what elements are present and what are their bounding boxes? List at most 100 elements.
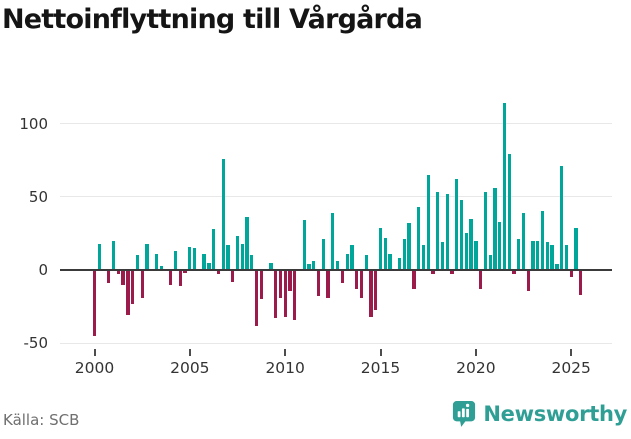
bar-2022Q1 [512,270,516,275]
bar-2002Q1 [130,270,135,304]
bar-2005Q2 [192,248,197,270]
bar-2024Q3 [560,165,564,270]
bar-2018Q3 [445,193,449,270]
bar-2003Q2 [154,253,159,270]
bar-2002Q4 [145,243,149,270]
bar-2005Q4 [202,253,206,270]
bar-2020Q4 [488,255,492,270]
bar-2002Q3 [140,270,144,298]
bar-2019Q1 [455,179,459,270]
bar-2020Q2 [478,270,483,290]
bar-2016Q4 [412,270,416,290]
bar-2005Q1 [188,246,192,270]
bar-2025Q2 [574,227,578,270]
bar-2024Q2 [555,264,559,270]
bar-2010Q2 [288,270,292,291]
bar-2012Q2 [326,270,330,298]
bar-2013Q1 [340,270,345,284]
bar-2020Q1 [474,240,478,270]
bar-2009Q4 [278,270,283,298]
x-tick-2005 [188,349,191,356]
bar-2021Q3 [502,102,507,270]
chart-title: Nettoinflyttning till Vårgårda [2,4,423,35]
bar-2008Q3 [254,270,259,326]
bar-2023Q2 [536,240,540,270]
bar-2004Q1 [169,270,173,285]
y-axis-label-0: 0 [38,261,48,279]
bar-2024Q4 [564,245,569,270]
bar-2016Q3 [407,223,411,270]
bar-2023Q4 [545,242,549,270]
bar-2000Q2 [97,243,101,270]
bar-2021Q2 [498,221,502,270]
bar-2011Q3 [312,261,316,270]
bar-2014Q4 [374,270,378,310]
x-axis-label-2010: 2010 [265,359,305,377]
x-axis-label-2025: 2025 [551,359,591,377]
bar-2008Q4 [259,270,263,300]
bar-2010Q3 [293,270,297,320]
bar-2023Q1 [531,240,535,270]
bar-2011Q2 [307,264,311,270]
bar-2009Q3 [273,270,278,319]
y-axis-label--50: -50 [23,334,49,353]
x-tick-2000 [93,349,96,356]
x-tick-2015 [379,349,382,356]
bar-2011Q4 [316,270,321,297]
source-caption: Källa: SCB [3,411,80,429]
bar-2023Q3 [540,211,545,270]
bar-2022Q4 [526,270,530,291]
bar-2015Q2 [383,237,387,270]
bar-2010Q1 [283,270,287,317]
x-tick-2020 [474,349,477,356]
x-axis-label-2005: 2005 [170,359,210,377]
bar-2011Q1 [302,220,306,270]
y-axis-label-50: 50 [28,187,48,206]
gridline-y-50 [60,342,612,344]
bar-2007Q4 [240,243,244,270]
bar-2003Q3 [159,265,163,270]
bar-2007Q2 [231,270,235,282]
bar-2015Q3 [388,253,392,270]
x-axis-label-2020: 2020 [456,359,496,377]
bar-2009Q2 [269,262,273,270]
bar-2000Q4 [107,270,111,284]
bar-2001Q1 [111,240,116,270]
bar-2012Q1 [321,239,325,270]
bar-2008Q2 [250,255,254,270]
bar-2015Q1 [378,227,383,270]
bar-2002Q2 [135,255,140,270]
bar-2021Q4 [507,154,511,270]
x-tick-2010 [284,349,287,356]
bar-2012Q3 [331,212,335,270]
bar-chart-plot: 100 50 0 -50 2000 2005 2010 2015 2020 2025 [19,102,612,377]
bar-2020Q3 [483,192,488,270]
y-axis-label-100: 100 [19,114,48,133]
bar-2017Q1 [417,207,421,270]
bar-2021Q1 [493,187,497,270]
bar-2001Q3 [121,270,125,285]
bar-2013Q4 [355,270,359,290]
bar-2019Q3 [464,233,468,270]
bar-2013Q2 [345,253,349,270]
bar-2025Q3 [579,270,583,295]
bar-2008Q1 [245,217,249,270]
bar-2004Q4 [183,270,187,273]
bar-2017Q4 [431,270,435,275]
bar-2014Q2 [364,255,368,270]
bar-chart-badge-icon [453,401,476,427]
bar-2018Q2 [440,242,445,270]
bar-2006Q2 [212,228,216,270]
bar-2016Q2 [402,239,406,270]
bar-2014Q3 [369,270,373,317]
bar-2017Q2 [421,245,426,270]
brand-name: Newsworthy [483,401,627,426]
bar-2004Q2 [173,250,178,270]
bar-2017Q3 [426,174,430,270]
gridline-y50 [60,196,612,198]
bar-2016Q1 [397,258,402,270]
gridline-y100 [60,123,612,124]
bar-2006Q4 [221,158,225,270]
bar-2024Q1 [550,245,554,270]
